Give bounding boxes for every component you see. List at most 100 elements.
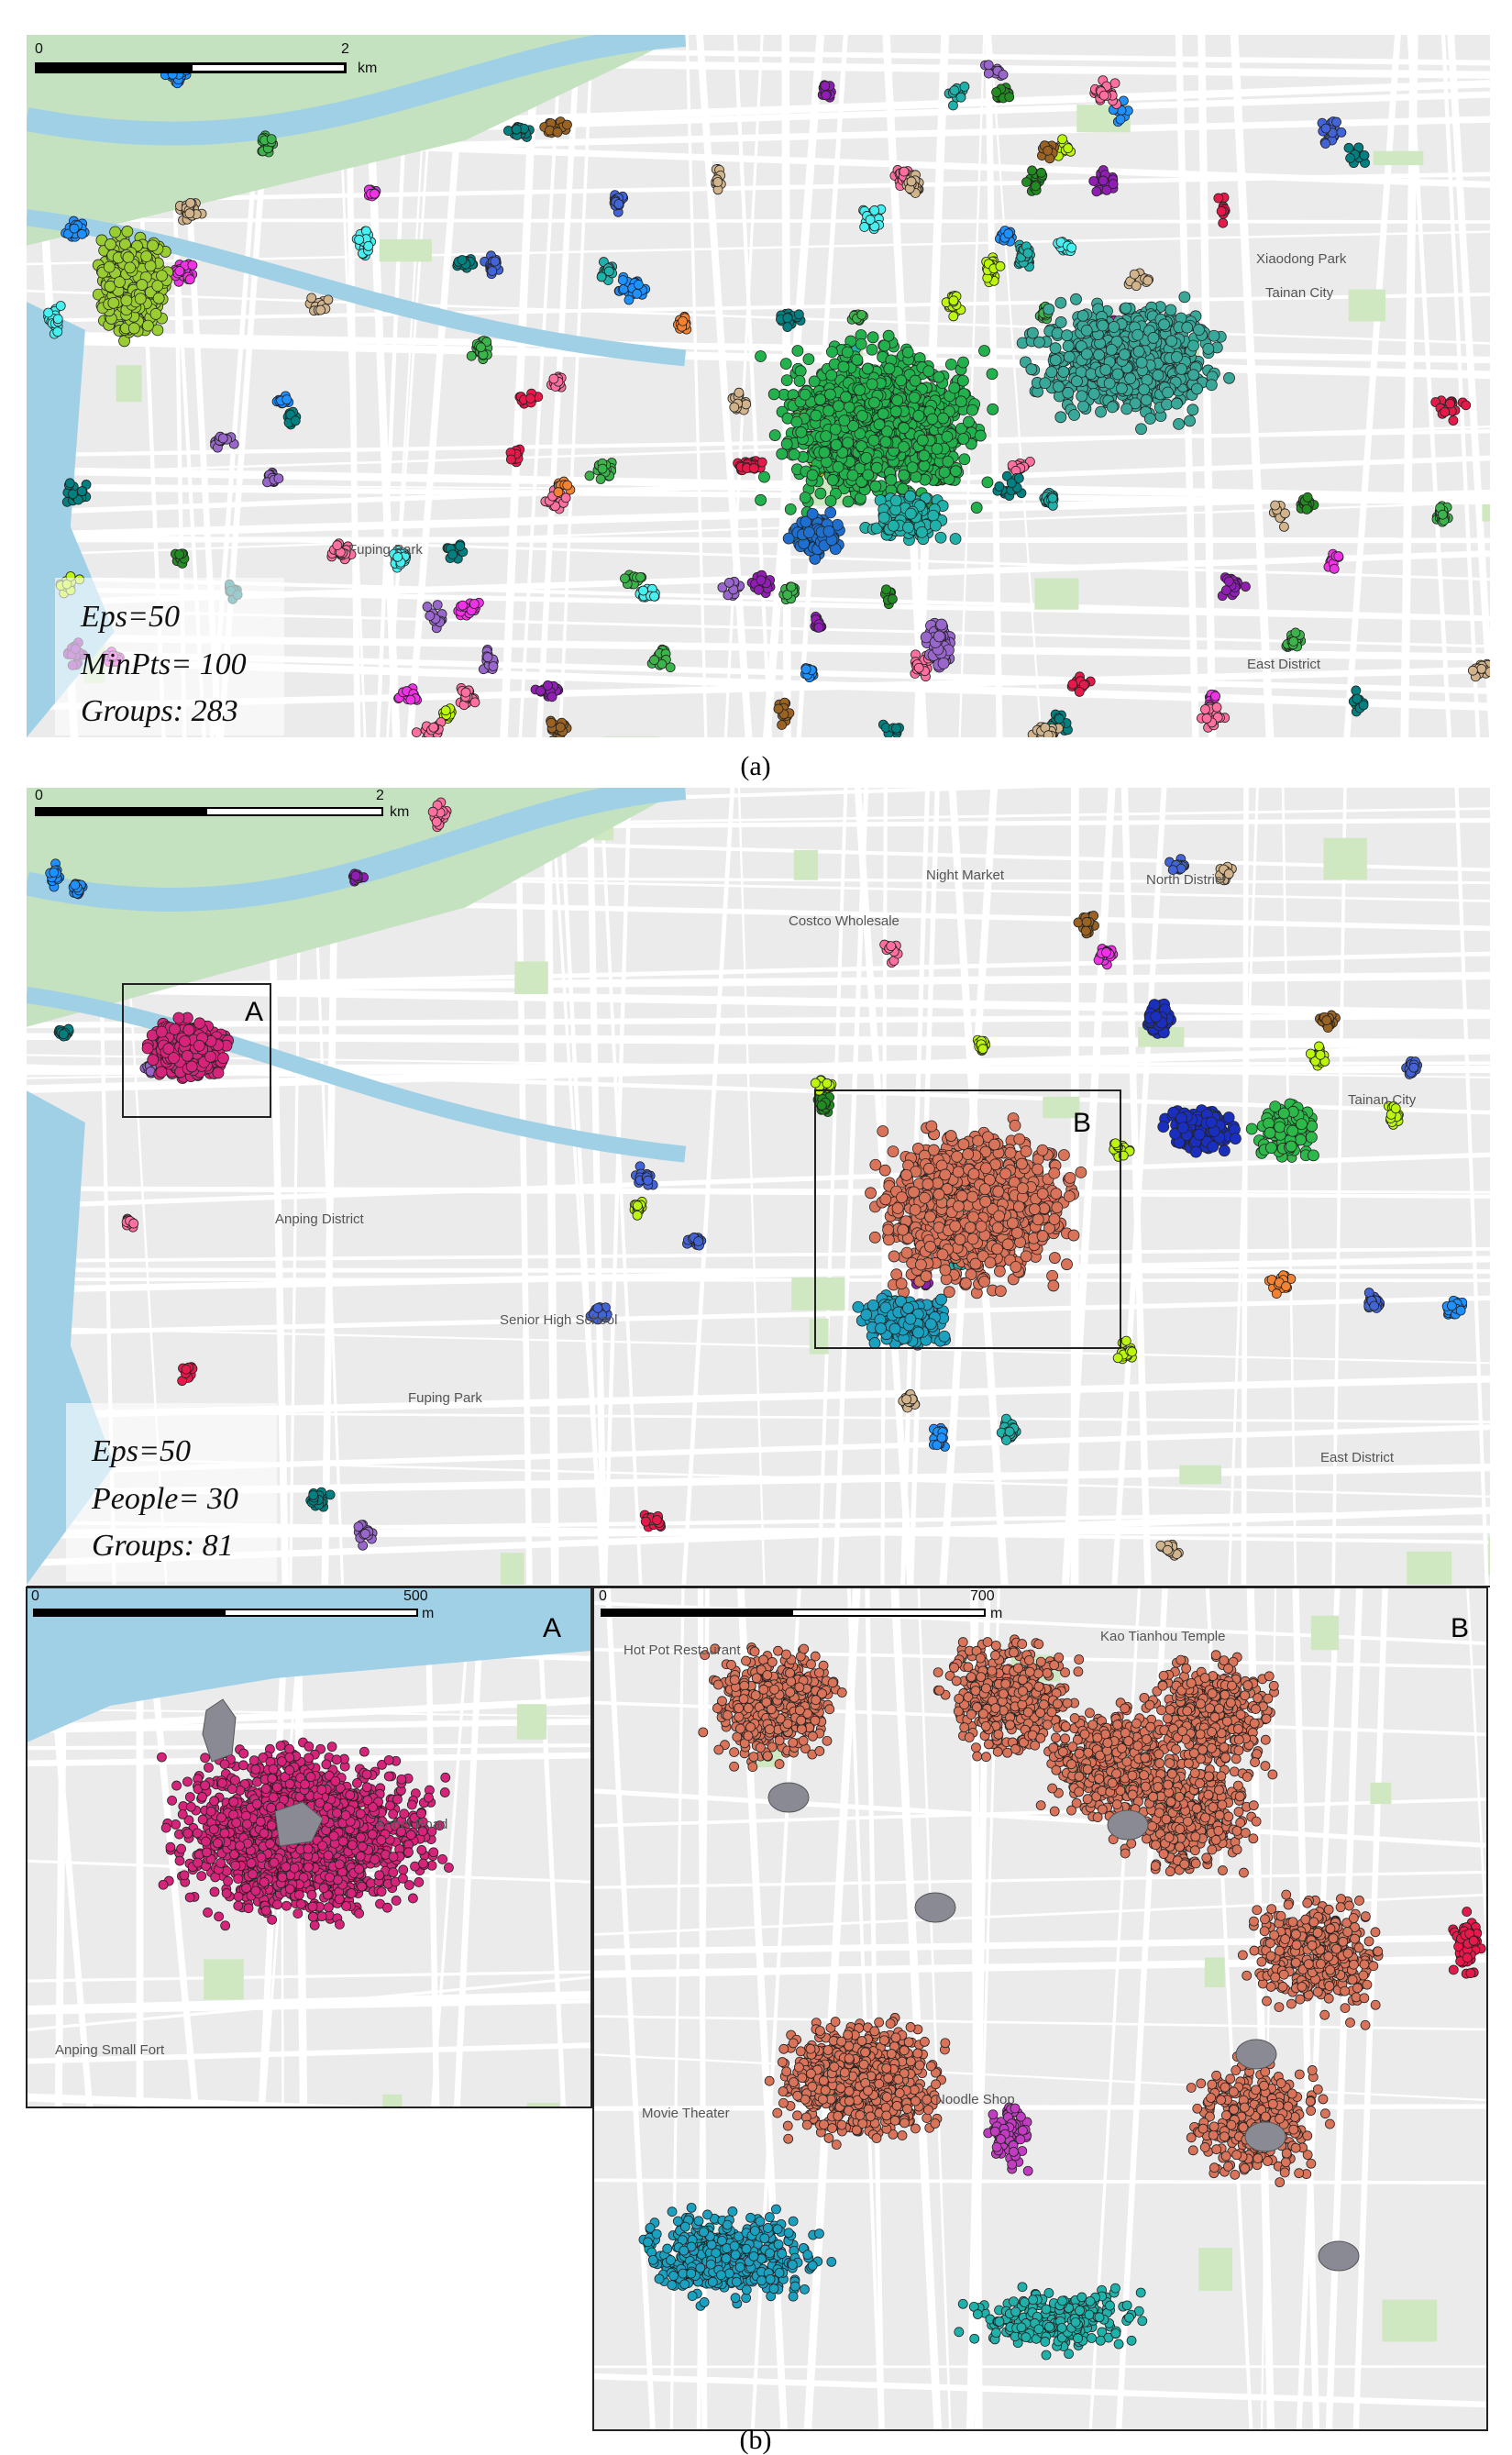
cluster-point (425, 611, 436, 621)
cluster-point (886, 941, 897, 952)
cluster-point (487, 266, 498, 276)
cluster-point (1333, 551, 1344, 561)
cluster-point (281, 394, 292, 405)
cluster-point (991, 87, 1001, 97)
cluster-point (937, 412, 949, 425)
cluster-point (878, 339, 891, 352)
cluster-point (934, 531, 947, 544)
park (116, 365, 142, 403)
cluster-point (957, 356, 969, 369)
cluster-point (1461, 400, 1472, 411)
cluster-point (755, 350, 767, 362)
cluster-point (174, 549, 185, 559)
cluster-point (1049, 354, 1062, 366)
cluster-point (1076, 390, 1088, 403)
cluster-point (1111, 368, 1124, 381)
cluster-point (825, 369, 838, 382)
cluster-point (1270, 500, 1281, 511)
cluster-point (840, 391, 852, 404)
road (386, 35, 430, 737)
cluster-point (1329, 563, 1340, 574)
cluster-point (1039, 377, 1052, 390)
road (985, 35, 1003, 737)
cluster-point (790, 415, 803, 428)
cluster-point (1302, 492, 1313, 503)
cluster-point (405, 694, 416, 705)
cluster-point (649, 655, 659, 666)
cluster-point (466, 350, 477, 361)
cluster-point (1279, 521, 1289, 532)
cluster-point (1223, 576, 1234, 587)
cluster-point (1320, 123, 1331, 134)
cluster-point (1288, 636, 1299, 647)
cluster-point (838, 415, 851, 427)
cluster-point (795, 426, 808, 438)
cluster-point (121, 226, 134, 238)
cluster-point (1033, 336, 1045, 348)
cluster-point (1476, 663, 1487, 674)
cluster-point (793, 375, 806, 387)
cluster-point (595, 474, 606, 484)
cluster-point (755, 493, 767, 506)
cluster-point (1467, 665, 1478, 676)
cluster-point (820, 81, 831, 91)
cluster-point (956, 374, 969, 387)
cluster-point (860, 451, 873, 464)
cluster-point (546, 717, 557, 728)
cluster-point (824, 494, 837, 507)
cluster-point (1087, 388, 1100, 400)
cluster-point (983, 68, 994, 79)
cluster-point (1021, 177, 1032, 187)
cluster-point (1301, 504, 1312, 514)
park (1034, 578, 1079, 610)
cluster-point (613, 199, 624, 209)
cluster-point (1054, 296, 1067, 309)
cluster-point (548, 735, 557, 737)
cluster-point (1120, 403, 1133, 415)
cluster-point (866, 378, 878, 391)
road (988, 35, 1043, 737)
cluster-point (879, 436, 892, 448)
park (1482, 503, 1490, 522)
cluster-point (814, 393, 826, 406)
cluster-point (1022, 248, 1033, 259)
cluster-point (1051, 326, 1064, 339)
park (379, 238, 432, 262)
cluster-point (69, 223, 80, 234)
cluster-point (889, 405, 902, 418)
cluster-point (930, 519, 942, 532)
cluster-point (756, 575, 767, 586)
cluster-point (114, 276, 126, 288)
cluster-point (806, 507, 819, 520)
cluster-point (1004, 92, 1015, 103)
park (1179, 1465, 1221, 1485)
cluster-point (426, 736, 431, 737)
cluster-point (904, 490, 917, 503)
cluster-point (1162, 386, 1174, 399)
cluster-point (1336, 127, 1347, 138)
park (1407, 1551, 1452, 1585)
cluster-point (802, 353, 815, 366)
cluster-point (959, 82, 970, 92)
cluster-point (1202, 342, 1215, 355)
road (696, 35, 753, 737)
cluster-point (1171, 350, 1183, 363)
cluster-point (1077, 400, 1089, 413)
cluster-point (802, 526, 815, 539)
cluster-point (1115, 382, 1128, 394)
cluster-point (717, 582, 728, 592)
cluster-point (1105, 344, 1118, 356)
cluster-point (981, 476, 994, 489)
road (763, 35, 825, 737)
cluster-point (820, 456, 833, 469)
cluster-point (156, 270, 168, 282)
cluster-point (103, 260, 116, 273)
cluster-point (458, 600, 468, 611)
cluster-point (1062, 339, 1075, 352)
cluster-point (52, 314, 63, 325)
cluster-point (151, 280, 164, 293)
cluster-point (856, 309, 867, 320)
cluster-point (898, 422, 911, 435)
cluster-point (560, 492, 571, 503)
cluster-point (949, 533, 962, 545)
